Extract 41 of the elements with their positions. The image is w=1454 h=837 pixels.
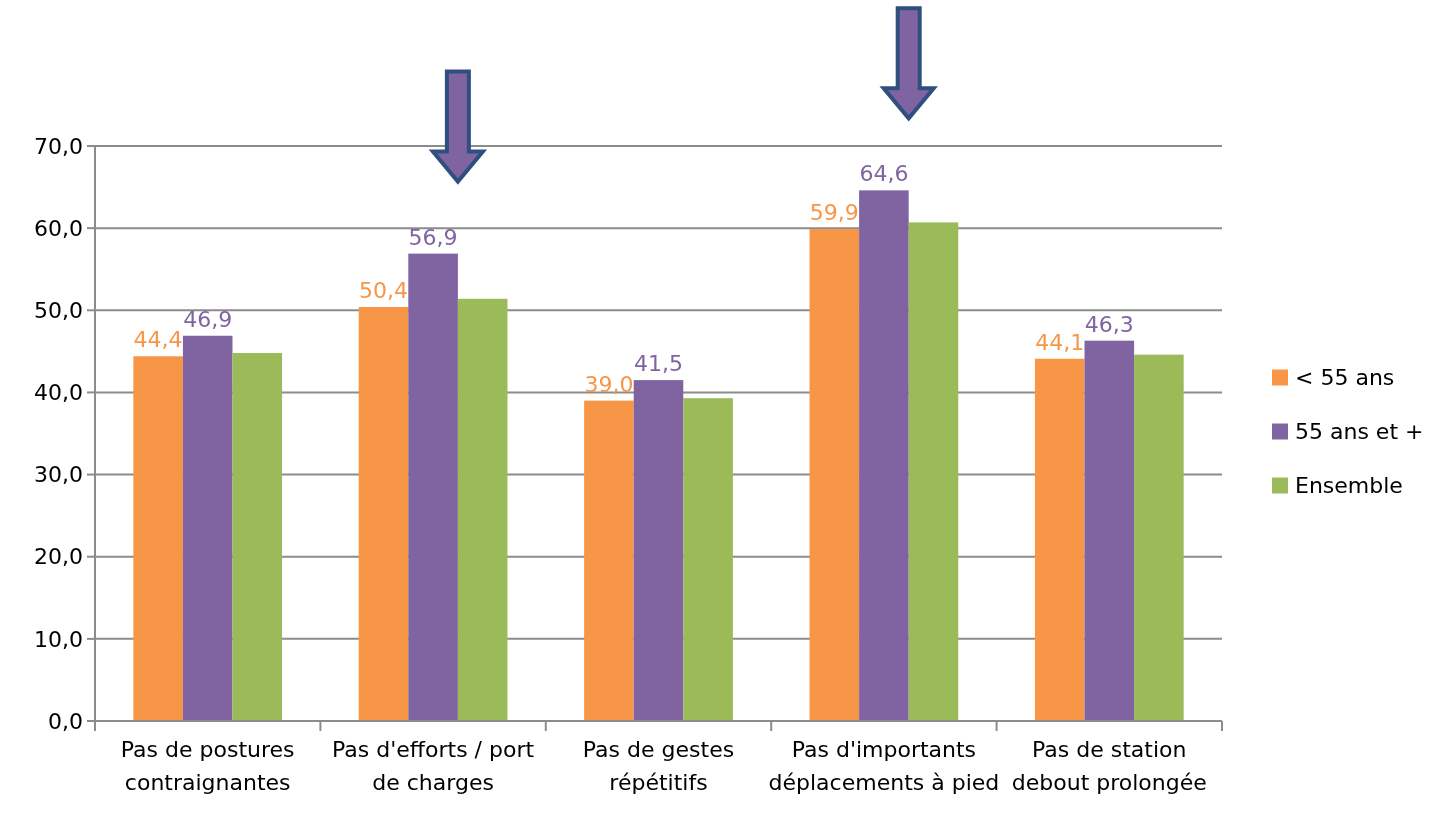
x-tick-label: Pas de postures contraignantes bbox=[120, 737, 295, 795]
legend-label: 55 ans et + bbox=[1295, 419, 1424, 445]
y-tick-label: 20,0 bbox=[34, 544, 83, 570]
data-label: 39,0 bbox=[584, 371, 634, 397]
bar bbox=[683, 398, 733, 721]
bar bbox=[182, 335, 233, 721]
data-label: 44,4 bbox=[133, 327, 183, 353]
y-tick-label: 50,0 bbox=[34, 297, 83, 323]
data-label: 46,3 bbox=[1084, 311, 1134, 337]
x-tick-label: Pas de gestes répétitifs bbox=[582, 737, 735, 795]
y-tick-label: 40,0 bbox=[34, 380, 83, 406]
bar bbox=[859, 190, 909, 721]
y-tick-label: 0,0 bbox=[48, 708, 83, 734]
data-label: 41,5 bbox=[634, 351, 683, 377]
bar bbox=[633, 380, 684, 721]
data-label: 56,9 bbox=[408, 224, 458, 250]
y-tick-label: 10,0 bbox=[34, 626, 83, 652]
x-tick-label: Pas d'efforts / port de charges bbox=[332, 737, 535, 795]
bar bbox=[457, 298, 508, 721]
bar bbox=[1084, 340, 1135, 721]
bar bbox=[584, 400, 634, 721]
bar bbox=[408, 253, 458, 721]
y-tick-label: 60,0 bbox=[34, 215, 83, 241]
data-label: 44,1 bbox=[1035, 329, 1085, 355]
data-label: 50,4 bbox=[359, 278, 408, 303]
bar bbox=[1134, 354, 1184, 721]
bar bbox=[908, 222, 959, 721]
legend-label: < 55 ans bbox=[1295, 365, 1395, 391]
x-tick-label: Pas de station debout prolongée bbox=[1011, 737, 1207, 795]
x-tick-label: Pas d'importants déplacements à pied bbox=[768, 737, 1000, 795]
legend-label: Ensemble bbox=[1295, 473, 1403, 499]
data-label: 59,9 bbox=[809, 199, 859, 225]
data-label: 64,6 bbox=[859, 161, 909, 187]
bar bbox=[232, 353, 283, 721]
data-label: 46,9 bbox=[183, 306, 233, 332]
bar bbox=[1034, 358, 1085, 721]
y-tick-label: 70,0 bbox=[34, 133, 83, 159]
y-tick-label: 30,0 bbox=[34, 462, 83, 488]
bar bbox=[133, 356, 183, 721]
bar bbox=[358, 307, 409, 721]
bar bbox=[809, 228, 860, 721]
